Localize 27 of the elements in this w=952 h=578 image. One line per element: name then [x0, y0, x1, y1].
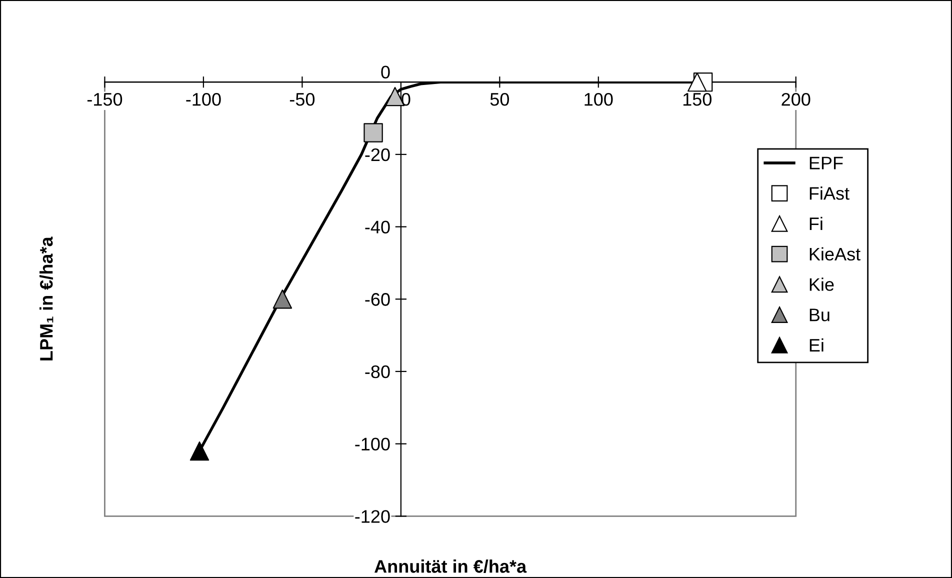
legend-label: KieAst [810, 247, 860, 261]
legend-label: Bu [810, 308, 830, 322]
y-tick-label: -100 [355, 438, 390, 451]
y-tick-label: -120 [355, 510, 390, 523]
legend-label: Ei [810, 338, 824, 352]
legend-label: FiAst [810, 186, 850, 200]
point [190, 441, 210, 461]
y-tick-label: -80 [365, 365, 390, 378]
y-tick-label: -20 [365, 148, 390, 162]
legend-label: EPF [810, 156, 843, 170]
x-axis-title: Annuität in €/ha*a [374, 560, 527, 574]
y-tick-label: -40 [365, 220, 390, 234]
point [364, 123, 383, 142]
y-tick-label: -60 [365, 293, 390, 306]
legend-label: Kie [810, 278, 834, 291]
x-tick-label: -50 [290, 92, 315, 106]
point [688, 72, 707, 92]
y-tick-label: 0 [381, 66, 390, 79]
y-axis-title: LPM₁ in €/ha*a [40, 236, 54, 360]
x-tick-label: -100 [186, 92, 221, 106]
x-tick-label: 150 [683, 92, 712, 106]
x-tick-label: 200 [782, 92, 810, 106]
x-tick-label: -150 [87, 92, 122, 106]
x-tick-label: 100 [584, 92, 613, 106]
x-tick-label: 50 [490, 92, 509, 106]
legend-label: Fi [810, 216, 822, 230]
point [272, 290, 292, 309]
